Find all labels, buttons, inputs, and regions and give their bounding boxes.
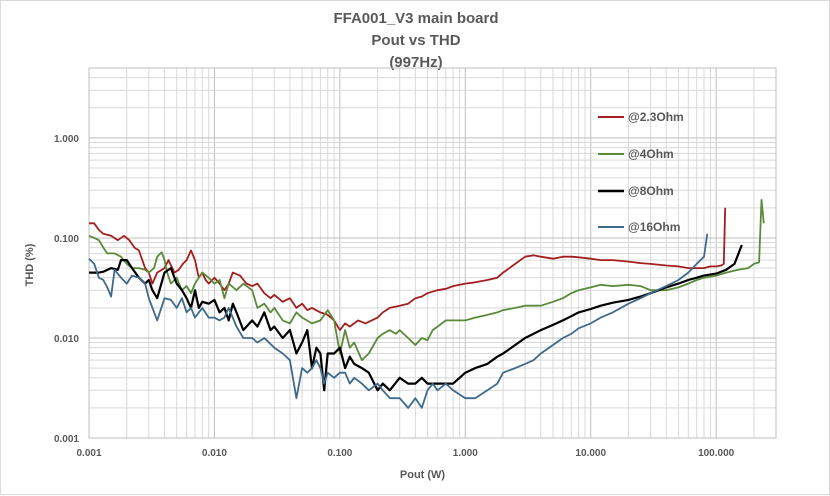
x-axis-title: Pout (W) [400, 469, 446, 481]
legend-label: @2.3Ohm [628, 110, 684, 124]
series-line [89, 244, 743, 392]
series-line [88, 233, 709, 409]
x-tick-label: 1.000 [453, 448, 478, 459]
legend-label: @16Ohm [628, 220, 680, 234]
y-tick-label: 1.000 [54, 134, 79, 145]
legend-label: @8Ohm [628, 184, 674, 198]
chart-title: FFA001_V3 main board [333, 10, 499, 27]
x-tick-label: 0.001 [76, 448, 101, 459]
y-axis-title: THD (%) [24, 243, 36, 286]
series-line [88, 198, 765, 362]
x-tick-label: 0.010 [202, 448, 227, 459]
y-tick-label: 0.100 [54, 234, 79, 245]
x-tick-label: 10.000 [575, 448, 606, 459]
chart-subtitle: Pout vs THD [371, 32, 461, 49]
legend-label: @4Ohm [628, 147, 674, 161]
x-tick-label: 100.000 [698, 448, 735, 459]
chart-subtitle-frequency: (997Hz) [389, 54, 443, 71]
y-tick-label: 0.010 [54, 334, 79, 345]
y-tick-label: 0.001 [54, 434, 79, 445]
plot-frame [88, 67, 777, 439]
x-tick-label: 0.100 [327, 448, 352, 459]
